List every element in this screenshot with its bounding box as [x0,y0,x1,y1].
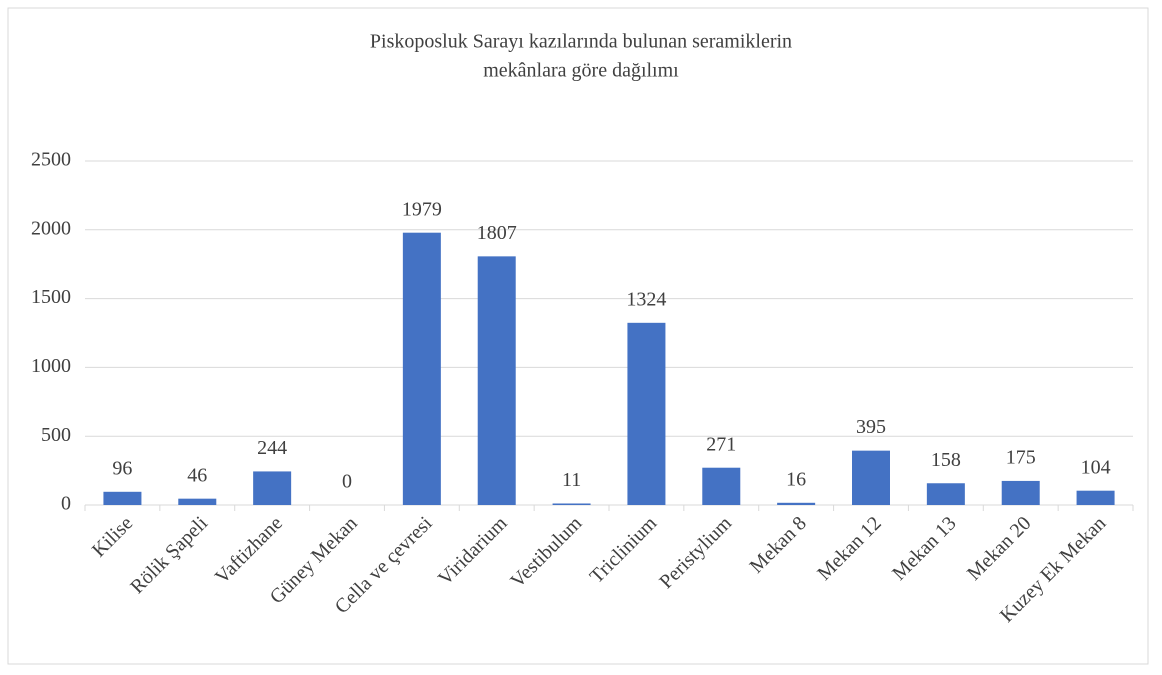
y-tick-label: 2000 [31,217,71,239]
data-label: 395 [856,416,886,438]
chart-title: Piskoposluk Sarayı kazılarında bulunan s… [370,31,792,53]
data-label: 46 [187,464,207,486]
bar [253,471,292,505]
bar [777,502,816,505]
data-label: 104 [1081,456,1111,478]
bar [852,450,890,505]
bar [103,491,142,505]
data-label: 175 [1006,447,1036,469]
data-label: 1979 [402,198,442,220]
y-tick-label: 2500 [31,149,71,171]
data-label: 244 [257,437,287,459]
chart-border [7,7,1149,665]
bar [477,256,516,505]
bar [702,467,741,505]
data-label: 271 [706,433,736,455]
y-tick-label: 1000 [31,355,71,377]
bar [627,322,666,505]
data-label: 1324 [626,288,666,310]
bar [552,503,591,505]
chart-title: mekânlara göre dağılımı [483,60,679,82]
bar [926,483,965,505]
data-label: 16 [786,468,806,490]
bar [178,498,217,505]
data-label: 158 [931,449,961,471]
y-tick-label: 1500 [31,286,71,308]
y-tick-label: 500 [41,424,71,446]
data-label: 96 [112,457,132,479]
bar [1076,490,1115,505]
data-label: 0 [342,471,352,493]
bar [402,232,441,505]
data-label: 1807 [477,222,517,244]
bar [1001,480,1040,505]
y-tick-label: 0 [61,493,71,515]
data-label: 11 [562,469,581,491]
